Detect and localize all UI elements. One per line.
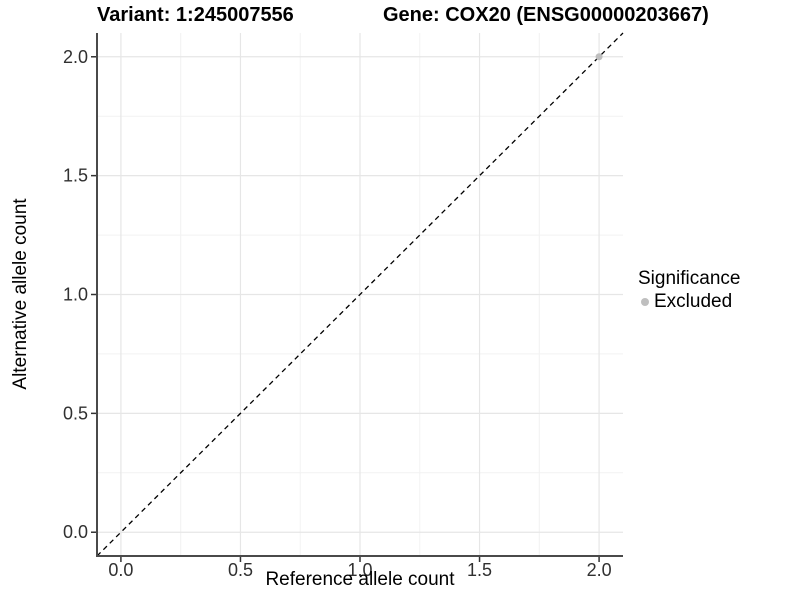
y-tick-label-1: 1.0 [63, 285, 88, 305]
legend-item-excluded: Excluded [638, 291, 740, 313]
identity-dashed-line [96, 32, 624, 557]
y-tick-label-2: 2.0 [63, 47, 88, 67]
plot-title-gene: Gene: COX20 (ENSG00000203667) [383, 4, 709, 26]
x-tick-label-0: 0.0 [108, 560, 133, 580]
axis-lines [96, 33, 623, 557]
tick-marks [91, 56, 600, 562]
y-axis-title: Alternative allele count [10, 198, 31, 390]
data-points [595, 53, 603, 61]
plot-title-variant: Variant: 1:245007556 [97, 4, 294, 26]
y-tick-label-1.5: 1.5 [63, 166, 88, 186]
legend-point-icon [641, 298, 649, 306]
x-tick-label-1: 1.0 [347, 560, 372, 580]
legend-title: Significance [638, 268, 741, 289]
x-tick-label-2: 2.0 [587, 560, 612, 580]
x-axis-title: Reference allele count [265, 569, 455, 590]
point-excluded-2-2 [595, 53, 603, 61]
y-tick-label-0: 0.0 [63, 522, 88, 542]
tick-labels: 0.0 0.5 1.0 1.5 2.0 0.0 0.5 1.0 1.5 2.0 [63, 47, 612, 580]
y-tick-label-0.5: 0.5 [63, 403, 88, 423]
legend: Significance Excluded [638, 268, 740, 313]
identity-line [96, 32, 624, 557]
x-tick-label-0.5: 0.5 [228, 560, 253, 580]
x-tick-label-1.5: 1.5 [467, 560, 492, 580]
legend-item-label: Excluded [654, 291, 733, 312]
